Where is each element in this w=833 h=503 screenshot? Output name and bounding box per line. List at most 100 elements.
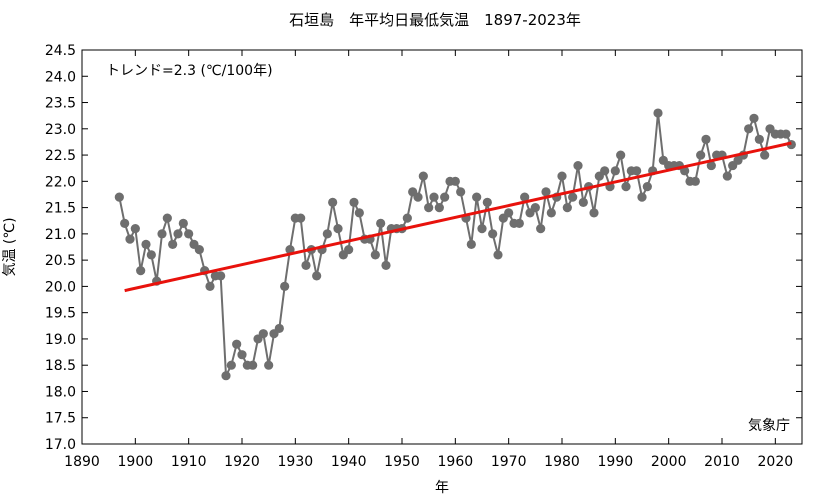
plot-frame	[81, 49, 803, 445]
data-point	[589, 208, 599, 218]
data-point	[280, 281, 290, 291]
data-point	[328, 197, 338, 207]
x-tick-label: 1950	[384, 454, 420, 470]
data-point	[178, 218, 188, 228]
y-tick-label: 20.0	[45, 279, 76, 295]
data-point	[696, 150, 706, 160]
data-point	[248, 360, 258, 370]
data-point	[173, 229, 183, 239]
y-tick-label: 24.0	[45, 69, 76, 85]
data-point	[274, 323, 284, 334]
data-point	[333, 224, 343, 234]
x-tick-label: 1990	[598, 454, 634, 470]
data-point	[450, 176, 460, 186]
y-tick-label: 21.0	[45, 227, 76, 243]
data-point	[184, 229, 194, 239]
data-point	[632, 166, 642, 176]
data-point	[456, 187, 466, 197]
data-point	[381, 260, 391, 270]
data-point	[216, 271, 226, 281]
x-tick-label: 1980	[544, 454, 580, 470]
y-tick-label: 22.5	[45, 148, 76, 164]
data-point	[232, 339, 242, 349]
y-tick-label: 19.0	[45, 332, 76, 348]
y-axis: 17.0 17.5 18.0 18.5 19.0 19.5 20.0 20.5 21.0 21.5…	[45, 43, 802, 453]
data-point	[477, 224, 487, 234]
data-point	[125, 234, 135, 244]
data-point	[690, 176, 700, 186]
data-point	[136, 266, 146, 276]
data-point	[466, 239, 476, 249]
series-line	[118, 112, 793, 380]
data-point	[285, 245, 295, 255]
data-point	[296, 213, 306, 223]
data-point	[194, 245, 204, 255]
data-point	[600, 166, 610, 176]
data-point	[706, 160, 716, 171]
x-axis-label: 年	[435, 480, 449, 496]
data-point	[546, 208, 556, 218]
x-tick-label: 2010	[704, 454, 740, 470]
data-point	[610, 166, 620, 176]
data-point	[754, 134, 764, 144]
data-point	[440, 192, 450, 202]
trend-line	[124, 141, 792, 293]
data-point	[781, 129, 791, 139]
data-point	[530, 203, 540, 213]
y-axis-label: 気温 (℃)	[2, 217, 18, 276]
y-tick-label: 18.5	[45, 358, 76, 374]
data-point	[413, 192, 423, 202]
x-tick-label: 1910	[171, 454, 207, 470]
data-point	[237, 350, 247, 360]
data-point	[157, 229, 167, 239]
data-point	[226, 360, 236, 370]
data-point	[514, 218, 524, 228]
data-point	[120, 218, 130, 228]
data-point	[642, 181, 652, 192]
data-point	[221, 371, 231, 381]
x-axis: 1890 1900 1910 1920 1930 1940 1950 1960 1970 1980…	[64, 50, 793, 470]
data-point	[376, 218, 386, 228]
data-point	[557, 171, 567, 181]
data-point	[573, 160, 583, 171]
x-tick-label: 2000	[651, 454, 687, 470]
data-point	[418, 171, 428, 181]
y-tick-label: 23.5	[45, 96, 76, 112]
data-point	[504, 208, 514, 218]
data-point	[344, 245, 354, 255]
data-point	[434, 203, 444, 213]
x-tick-label: 1900	[118, 454, 154, 470]
data-point	[616, 150, 626, 160]
data-point	[482, 197, 492, 207]
data-point	[354, 208, 364, 218]
x-tick-label: 1920	[224, 454, 260, 470]
source-label: 気象庁	[748, 418, 790, 434]
y-tick-label: 23.0	[45, 122, 76, 138]
data-point	[205, 281, 215, 291]
trend-line-group	[124, 141, 792, 293]
data-point	[264, 360, 274, 370]
y-tick-label: 24.5	[45, 43, 76, 59]
data-point	[472, 192, 482, 202]
data-point	[168, 239, 178, 249]
data-point	[568, 192, 578, 202]
x-tick-label: 1930	[278, 454, 314, 470]
data-point	[493, 250, 503, 260]
trend-annotation: トレンド=2.3 (℃/100年)	[106, 63, 273, 79]
data-point	[536, 224, 546, 234]
data-point	[349, 197, 359, 207]
y-tick-label: 18.0	[45, 384, 76, 400]
data-point	[258, 329, 268, 339]
data-point	[488, 229, 498, 239]
y-tick-label: 22.0	[45, 174, 76, 190]
data-point	[722, 171, 732, 181]
data-point	[312, 271, 322, 281]
data-point	[578, 197, 588, 207]
data-series	[114, 108, 796, 381]
data-point	[130, 224, 140, 234]
data-point	[429, 192, 439, 202]
data-point	[370, 250, 380, 260]
x-tick-label: 1890	[64, 454, 100, 470]
data-point	[146, 250, 156, 260]
